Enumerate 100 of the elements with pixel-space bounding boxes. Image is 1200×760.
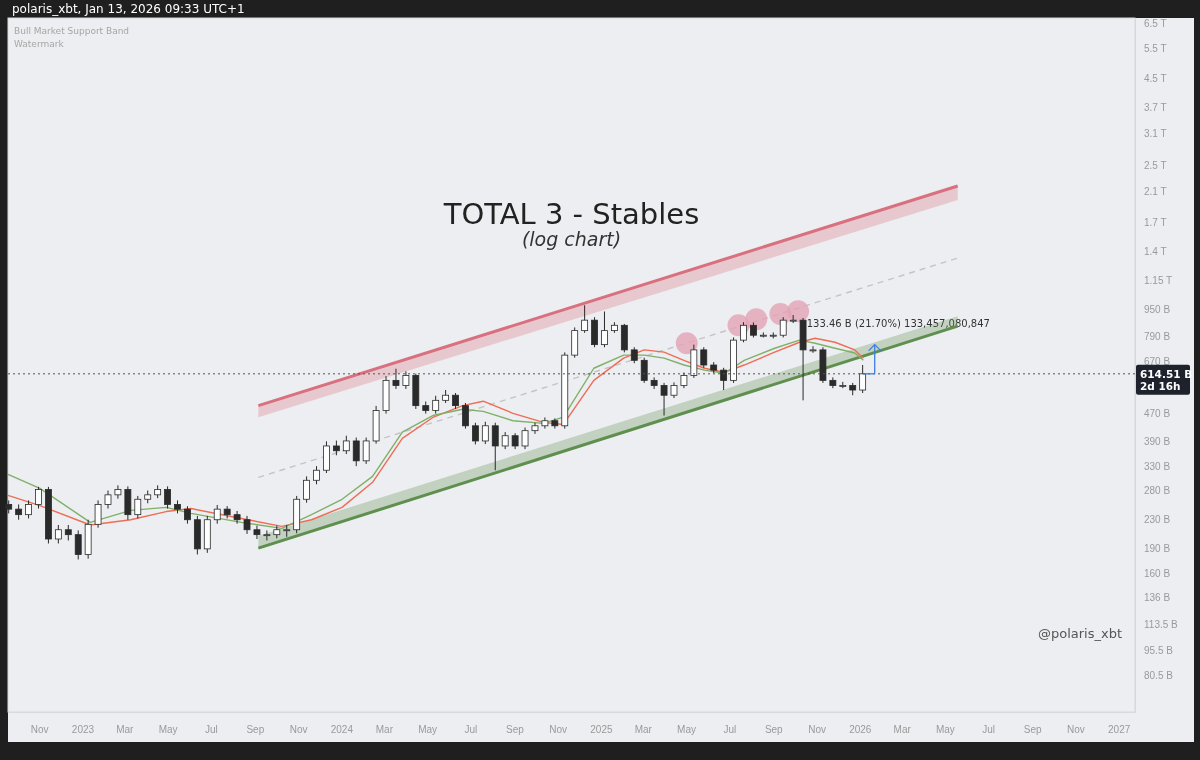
point (675, 332, 698, 355)
candlestick (243, 515, 251, 535)
candlestick (342, 435, 350, 455)
text: 2d 16h (1140, 379, 1181, 392)
x-tick-label: Sep (246, 724, 265, 736)
candlestick (134, 495, 142, 519)
x-tick-label: Mar (893, 724, 912, 736)
candlestick (462, 402, 469, 430)
x-tick-label: 2024 (330, 724, 354, 736)
candlestick (859, 364, 867, 394)
y-tick-label: 950 B (1144, 303, 1171, 315)
candlestick (35, 486, 42, 510)
candlestick (164, 485, 171, 510)
point (787, 300, 810, 323)
y-tick-label: 280 B (1144, 485, 1171, 497)
text: (log chart) (521, 228, 622, 250)
y-tick-label: 1.7 T (1144, 217, 1167, 229)
candlestick (54, 524, 62, 544)
candlestick (481, 421, 489, 445)
x-tick-label: Jul (464, 724, 478, 736)
candlestick (779, 316, 787, 338)
candlestick (521, 427, 529, 450)
candlestick (25, 499, 32, 519)
x-tick-label: May (158, 724, 178, 736)
candlestick (640, 357, 648, 384)
y-tick-label: 670 B (1144, 355, 1171, 367)
x-tick-label: 2026 (849, 724, 872, 736)
y-tick-label: 2.5 T (1144, 160, 1167, 172)
y-tick-label: 4.5 T (1144, 72, 1167, 84)
annotation: Watermark (14, 39, 65, 49)
x-tick-label: 2025 (590, 724, 613, 736)
x-tick-label: May (677, 724, 696, 736)
candlestick (829, 376, 837, 389)
candlestick (809, 345, 817, 354)
candlestick (789, 314, 797, 324)
y-tick-label: 470 B (1144, 408, 1171, 420)
candlestick (491, 422, 499, 471)
y-tick-label: 1.15 T (1144, 275, 1173, 287)
x-tick-label: Jul (982, 724, 996, 736)
candlestick (392, 368, 400, 390)
candlestick (253, 525, 261, 540)
candlestick (531, 422, 539, 435)
candlestick (104, 490, 112, 510)
y-tick-label: 230 B (1144, 514, 1171, 526)
candlestick (700, 346, 708, 369)
x-tick-label: Nov (808, 724, 826, 736)
candlestick (352, 437, 360, 467)
x-tick-label: Mar (116, 724, 135, 736)
annotation: @polaris_xbt (1037, 626, 1122, 641)
candlestick (94, 499, 102, 529)
y-tick-label: 1.4 T (1144, 246, 1167, 258)
candlestick (362, 437, 370, 465)
annotation: 133.46 B (21.70%) 133,457,080,847 (806, 317, 990, 329)
annotation: Bull Market Support Band (14, 26, 130, 36)
candlestick (213, 504, 221, 525)
x-tick-label: Mar (634, 724, 653, 736)
y-tick-label: 390 B (1144, 436, 1171, 448)
x-tick-label: 2023 (71, 724, 95, 736)
x-tick-label: Jul (723, 724, 737, 736)
candlestick (541, 416, 549, 430)
x-tick-label: 2027 (1108, 724, 1131, 736)
x-tick-label: Sep (506, 724, 525, 736)
candlestick (601, 311, 608, 348)
y-tick-label: 330 B (1144, 460, 1171, 472)
y-tick-label: 6.5 T (1144, 18, 1167, 30)
candlestick (650, 376, 658, 390)
x-tick-label: Sep (1023, 724, 1042, 736)
y-tick-label: 5.5 T (1144, 43, 1167, 55)
candlestick (313, 465, 320, 485)
x-tick-label: Nov (30, 724, 49, 736)
x-tick-label: Nov (289, 724, 308, 736)
y-tick-label: 95.5 B (1144, 644, 1174, 656)
candlestick (233, 510, 241, 525)
point (745, 308, 768, 331)
x-tick-label: Jul (204, 724, 218, 736)
candlestick (660, 382, 668, 417)
y-tick-label: 790 B (1144, 331, 1171, 343)
candlestick (472, 422, 479, 445)
y-tick-label: 190 B (1144, 542, 1171, 554)
candlestick (114, 484, 122, 500)
candlestick (303, 475, 310, 504)
x-tick-label: Mar (375, 724, 394, 736)
candlestick (581, 304, 589, 334)
x-tick-label: Nov (549, 724, 568, 736)
x-tick-label: May (935, 724, 955, 736)
y-tick-label: 113.5 B (1144, 619, 1179, 631)
x-tick-label: May (418, 724, 438, 736)
y-tick-label: 160 B (1144, 568, 1171, 580)
candlestick (263, 529, 271, 541)
x-tick-label: Sep (764, 724, 784, 736)
candlestick (74, 529, 82, 560)
text: TOTAL 3 - Stables (442, 197, 700, 231)
x-tick-label: Nov (1067, 724, 1085, 736)
y-tick-label: 3.7 T (1144, 101, 1167, 113)
y-tick-label: 2.1 T (1144, 186, 1167, 198)
candlestick (740, 321, 747, 343)
y-tick-label: 80.5 B (1144, 670, 1174, 682)
y-tick-label: 3.1 T (1144, 128, 1167, 140)
text: polaris_xbt, Jan 13, 2026 09:33 UTC+1 (12, 2, 245, 16)
y-tick-label: 136 B (1144, 592, 1171, 604)
